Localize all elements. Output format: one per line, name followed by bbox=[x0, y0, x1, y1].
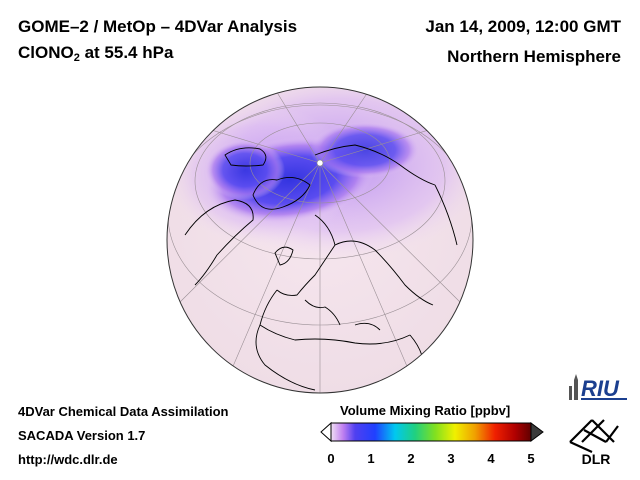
colorbar-tick-label: 4 bbox=[487, 451, 495, 466]
coastlines bbox=[184, 144, 458, 391]
footer-line-2: SACADA Version 1.7 bbox=[18, 428, 146, 443]
species-name: ClONO bbox=[18, 43, 74, 62]
map-date: Jan 14, 2009, 12:00 GMT bbox=[425, 17, 621, 36]
colorbar-tick-label: 1 bbox=[367, 451, 375, 466]
globe-map bbox=[166, 86, 474, 394]
dlr-logo-text: DLR bbox=[582, 451, 611, 466]
colorbar bbox=[320, 421, 544, 443]
colorbar-max-arrow bbox=[530, 422, 544, 442]
map-title: GOME–2 / MetOp – 4DVar Analysis bbox=[18, 17, 298, 36]
riu-logo-text: RIU bbox=[581, 376, 620, 401]
pressure-level: at 55.4 hPa bbox=[79, 43, 174, 62]
colorbar-tick-label: 5 bbox=[527, 451, 535, 466]
colorbar-tick-label: 3 bbox=[447, 451, 455, 466]
riu-logo: RIU bbox=[569, 374, 627, 401]
globe-rim bbox=[166, 86, 474, 394]
footer-url: http://wdc.dlr.de bbox=[18, 452, 118, 467]
map-subtitle: ClONO2 at 55.4 hPa bbox=[18, 43, 173, 64]
dlr-logo: DLR bbox=[569, 419, 619, 466]
colorbar-title: Volume Mixing Ratio [ppbv] bbox=[340, 403, 511, 418]
map-region: Northern Hemisphere bbox=[447, 47, 621, 66]
vortex-core-east bbox=[310, 122, 420, 178]
pole-marker bbox=[316, 159, 324, 167]
colorbar-tick-label: 2 bbox=[407, 451, 415, 466]
colorbar-min-arrow bbox=[320, 421, 332, 443]
colorbar-gradient bbox=[330, 422, 532, 442]
footer-line-1: 4DVar Chemical Data Assimilation bbox=[18, 404, 229, 419]
colorbar-tick-label: 0 bbox=[327, 451, 335, 466]
species-subscript: 2 bbox=[73, 52, 80, 64]
